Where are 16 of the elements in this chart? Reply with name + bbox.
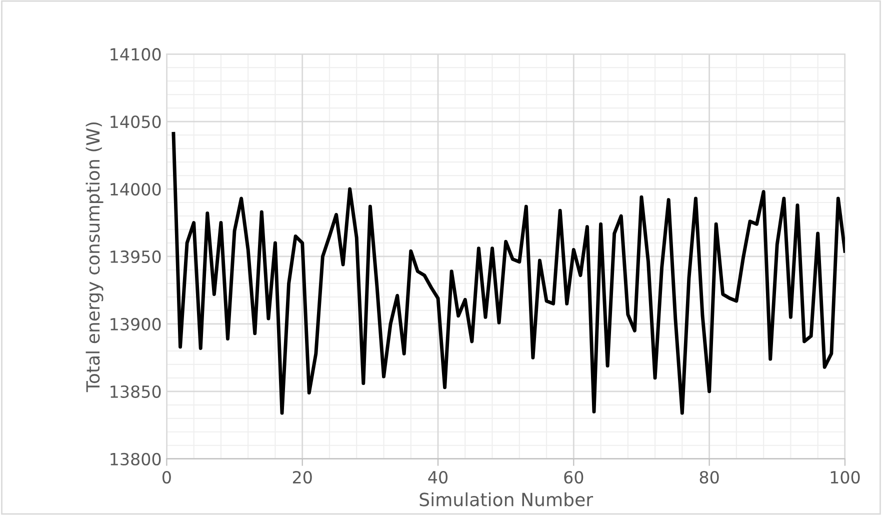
x-tick-label: 60 [564, 470, 584, 484]
x-tick-label: 0 [162, 470, 171, 484]
x-tick-label: 80 [700, 470, 719, 484]
x-tick-label: 20 [292, 470, 312, 484]
x-tick-label: 40 [428, 470, 448, 484]
line-series [172, 132, 845, 415]
y-tick-label: 13850 [110, 385, 161, 398]
y-tick-label: 14100 [110, 48, 161, 61]
y-tick-label: 13950 [110, 250, 161, 264]
x-axis-title: Simulation Number [420, 492, 594, 506]
y-tick-label: 13900 [110, 318, 161, 331]
y-tick-label: 14000 [110, 182, 161, 196]
y-tick-label: 14050 [110, 116, 161, 128]
x-tick-label: 100 [830, 470, 860, 484]
y-axis-title: Total energy consumption (W) [86, 122, 104, 392]
y-tick-label: 13800 [110, 452, 161, 466]
